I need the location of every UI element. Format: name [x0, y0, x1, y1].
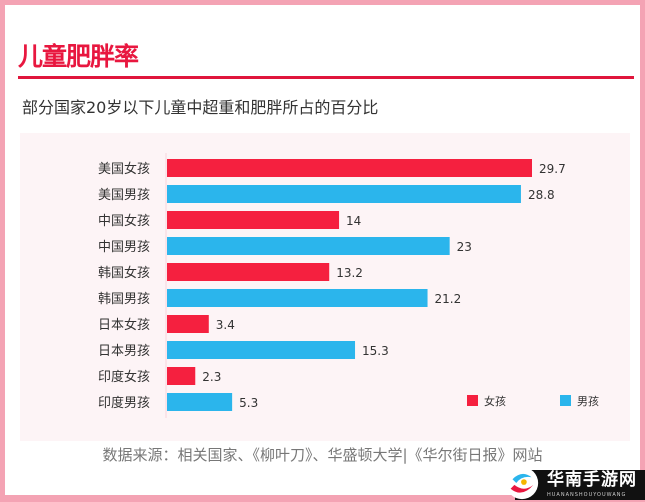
category-label: 美国男孩: [98, 188, 150, 203]
value-label: 21.2: [435, 292, 462, 306]
value-label: 28.8: [528, 188, 555, 202]
watermark-subtext: HUANANSHOUYOUWANG: [547, 492, 627, 498]
value-label: 14: [346, 214, 361, 228]
chart-subtitle: 部分国家20岁以下儿童中超重和肥胖所占的百分比: [22, 98, 379, 117]
category-label: 韩国男孩: [98, 292, 150, 307]
category-label: 日本女孩: [98, 317, 150, 333]
bar-girl: [167, 315, 209, 333]
category-label: 韩国女孩: [98, 265, 150, 281]
legend-swatch-girl: [467, 395, 478, 406]
bar-girl: [167, 211, 340, 229]
legend-swatch-boy: [560, 395, 571, 406]
legend-label-girl: 女孩: [484, 394, 506, 408]
category-label: 中国男孩: [98, 240, 150, 255]
value-label: 15.3: [362, 344, 389, 358]
watermark-text: 华南手游网: [547, 470, 637, 490]
bar-girl: [167, 159, 532, 177]
bar-chart: 美国女孩 29.7 美国男孩 28.8 中国女孩 14 中国男孩 23 韩国女孩 13.2 韩国男孩…: [98, 153, 599, 418]
category-label: 印度女孩: [98, 369, 150, 385]
bar-boy: [167, 185, 521, 203]
bar-girl: [167, 367, 196, 385]
category-label: 印度男孩: [98, 395, 150, 411]
bar-boy: [167, 341, 356, 359]
chart-panel: 美国女孩 29.7 美国男孩 28.8 中国女孩 14 中国男孩 23 韩国女孩 13.2 韩国男孩…: [20, 133, 630, 441]
bar-boy: [167, 237, 450, 255]
category-label: 日本男孩: [98, 344, 150, 359]
legend-label-boy: 男孩: [577, 395, 599, 408]
card: 儿童肥胖率 部分国家20岁以下儿童中超重和肥胖所占的百分比 美国女孩 29.7 美国…: [5, 5, 640, 495]
bar-boy: [167, 289, 428, 307]
bar-girl: [167, 263, 330, 281]
title-divider: [18, 76, 634, 79]
value-label: 5.3: [239, 396, 258, 410]
page-title: 儿童肥胖率: [18, 42, 139, 71]
category-label: 美国女孩: [98, 161, 150, 177]
category-label: 中国女孩: [98, 213, 150, 229]
source-note: 数据来源：相关国家、《柳叶刀》、华盛顿大学|《华尔街日报》网站: [102, 446, 543, 464]
bar-boy: [167, 393, 233, 411]
value-label: 23: [457, 240, 472, 254]
value-label: 29.7: [539, 162, 566, 176]
watermark: 华南手游网 HUANANSHOUYOUWANG: [505, 466, 645, 500]
value-label: 3.4: [216, 318, 235, 332]
value-label: 2.3: [202, 370, 221, 384]
value-label: 13.2: [336, 266, 363, 280]
watermark-logo-icon: [505, 466, 539, 500]
